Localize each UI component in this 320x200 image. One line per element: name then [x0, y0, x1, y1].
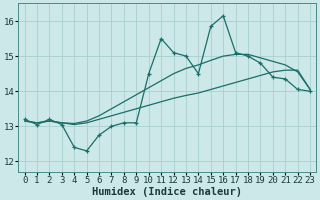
X-axis label: Humidex (Indice chaleur): Humidex (Indice chaleur): [92, 186, 242, 197]
